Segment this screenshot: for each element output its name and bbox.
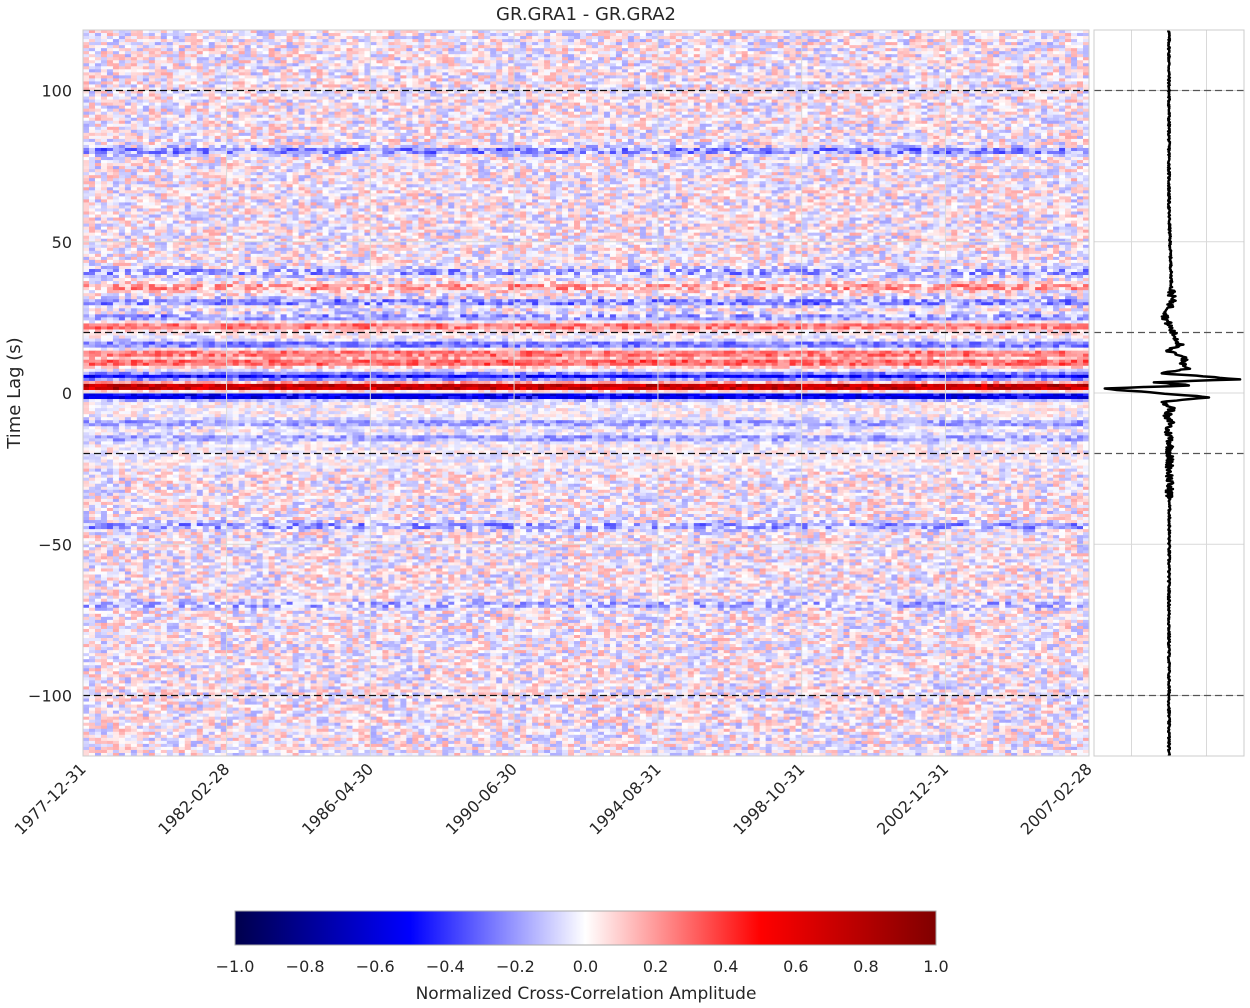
heatmap-panel <box>83 30 1090 757</box>
chart-title: GR.GRA1 - GR.GRA2 <box>496 4 676 25</box>
